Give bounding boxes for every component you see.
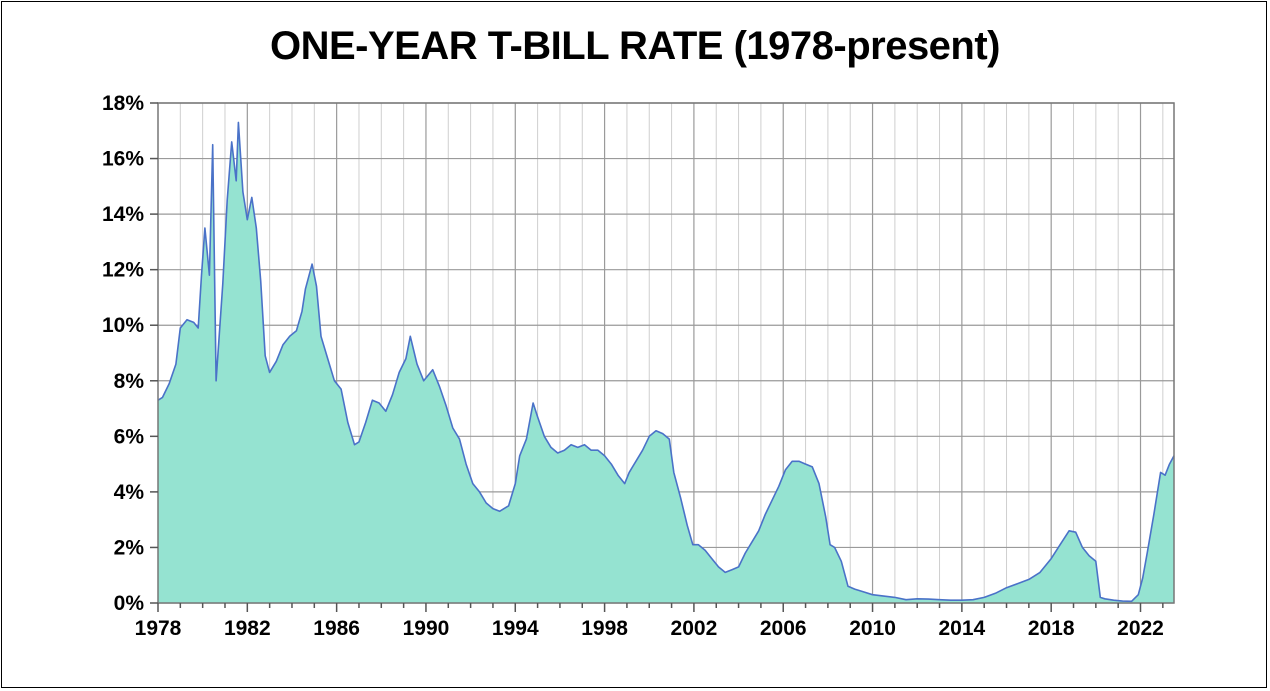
y-tick-label: 16% — [102, 148, 144, 171]
y-tick-label: 10% — [102, 314, 144, 337]
plot-area-border — [157, 102, 1175, 604]
rate-area-fill — [158, 122, 1174, 604]
x-tick-label: 2010 — [849, 617, 896, 640]
x-tick-label: 1998 — [581, 617, 628, 640]
series-layer — [157, 121, 1175, 604]
y-tick-label: 12% — [102, 259, 144, 282]
chart-title: ONE-YEAR T-BILL RATE (1978-present) — [269, 24, 1001, 68]
x-tick-label: 2002 — [671, 617, 718, 640]
x-tick-label: 1994 — [492, 617, 539, 640]
x-tick-label: 1982 — [224, 617, 271, 640]
x-tick-label: 2022 — [1117, 617, 1164, 640]
y-tick-label: 18% — [102, 92, 144, 115]
x-tick-label: 2018 — [1028, 617, 1075, 640]
y-tick-label: 4% — [114, 481, 145, 504]
y-axis-ticks: 0% 2% 4% 6% 8% 10% 12% 14% 16% 18% — [102, 92, 158, 615]
x-tick-label: 2014 — [939, 617, 986, 640]
x-axis-ticks: 1978 1982 1986 1990 1994 1998 2002 2006 2010 2014… — [135, 603, 1164, 640]
y-tick-label: 0% — [114, 592, 145, 615]
x-tick-label: 2006 — [760, 617, 807, 640]
y-tick-label: 2% — [114, 536, 145, 559]
x-tick-label: 1978 — [135, 617, 182, 640]
x-tick-label: 1986 — [313, 617, 360, 640]
y-tick-label: 8% — [114, 370, 145, 393]
y-tick-label: 14% — [102, 203, 144, 226]
y-tick-label: 6% — [114, 425, 145, 448]
x-tick-label: 1990 — [403, 617, 450, 640]
rate-line — [157, 121, 1175, 603]
